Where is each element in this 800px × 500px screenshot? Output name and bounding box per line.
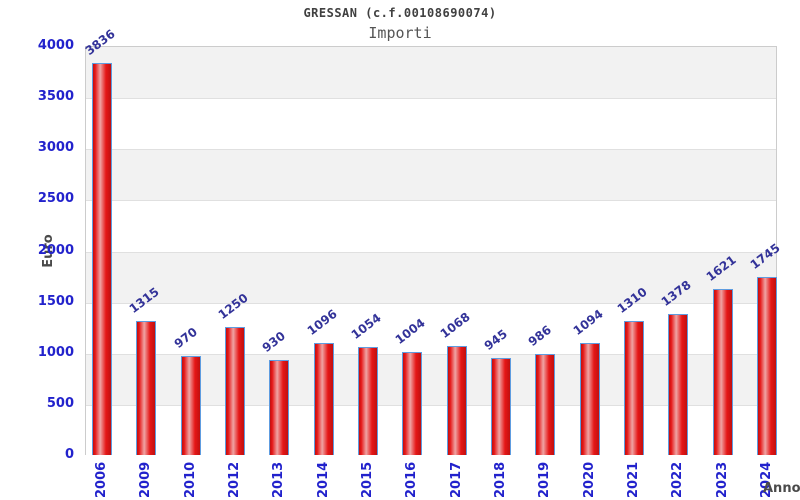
x-tick-label: 2014 bbox=[315, 461, 331, 498]
y-tick-label: 3000 bbox=[37, 140, 74, 156]
plot-band bbox=[86, 47, 776, 99]
y-tick-label: 3500 bbox=[37, 89, 74, 105]
plot-area bbox=[85, 46, 777, 456]
x-tick-label: 2022 bbox=[670, 461, 686, 498]
gridline bbox=[86, 200, 776, 202]
plot-band bbox=[86, 200, 776, 252]
x-tick-label: 2015 bbox=[359, 461, 375, 498]
x-tick-label: 2016 bbox=[404, 461, 420, 498]
x-tick-label: 2023 bbox=[714, 461, 730, 498]
y-axis-title: Euro bbox=[41, 234, 56, 268]
gridline bbox=[86, 149, 776, 151]
gridline bbox=[86, 98, 776, 100]
chart-title: GRESSAN (c.f.00108690074) bbox=[303, 6, 497, 20]
x-tick-label: 2010 bbox=[182, 461, 198, 498]
y-tick-label: 0 bbox=[64, 447, 74, 462]
plot-band bbox=[86, 251, 776, 303]
chart-subtitle: Importi bbox=[368, 24, 432, 42]
plot-band bbox=[86, 404, 776, 456]
y-tick-label: 2500 bbox=[37, 191, 74, 207]
x-tick-label: 2018 bbox=[492, 461, 508, 498]
gridline bbox=[86, 302, 776, 304]
plot-band bbox=[86, 353, 776, 405]
x-tick-label: 2013 bbox=[271, 461, 287, 498]
x-tick-label: 2006 bbox=[94, 461, 109, 498]
x-tick-label: 2009 bbox=[138, 461, 154, 498]
plot-band bbox=[86, 98, 776, 150]
x-tick-label: 2020 bbox=[581, 461, 597, 498]
gridline bbox=[86, 353, 776, 355]
x-tick-label: 2019 bbox=[537, 461, 553, 498]
gridline bbox=[86, 251, 776, 253]
y-tick-label: 500 bbox=[46, 395, 74, 411]
x-tick-label: 2017 bbox=[448, 461, 464, 498]
plot-band bbox=[86, 149, 776, 201]
plot-band bbox=[86, 302, 776, 354]
gridline bbox=[86, 404, 776, 406]
y-tick-label: 1500 bbox=[37, 293, 74, 309]
y-tick-label: 1000 bbox=[37, 344, 74, 360]
x-tick-label: 2021 bbox=[625, 461, 641, 498]
x-tick-label: 2012 bbox=[226, 461, 242, 498]
x-axis-title: Anno bbox=[763, 481, 800, 496]
